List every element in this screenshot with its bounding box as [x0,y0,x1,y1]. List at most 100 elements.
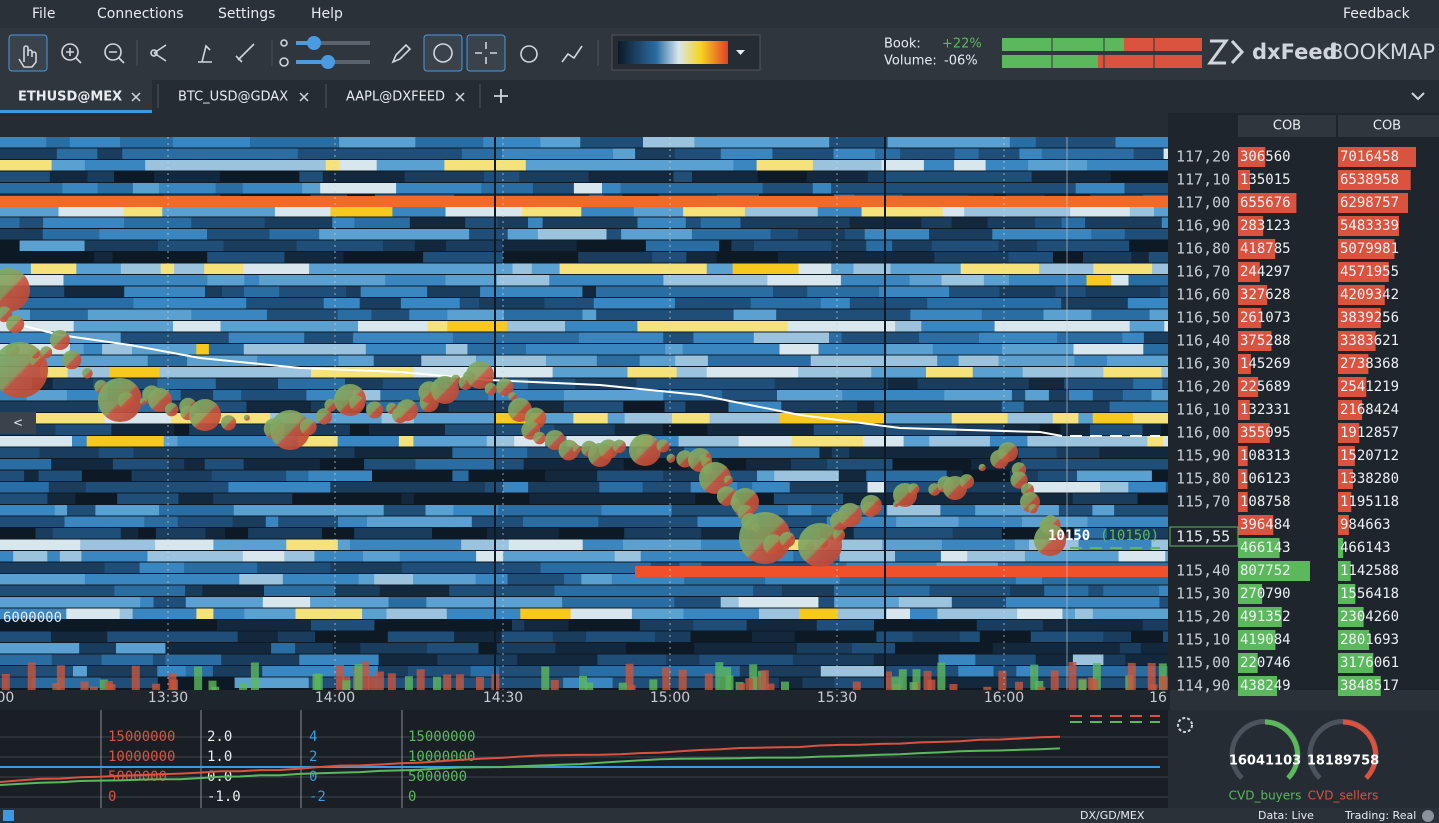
menu-item[interactable]: Help [311,6,343,22]
crosshair-tool[interactable] [466,34,506,72]
chat-tool[interactable] [423,34,463,72]
heat-cell [140,597,154,608]
heat-cell [309,263,379,274]
microscope[interactable] [198,44,212,63]
heat-cell [706,631,753,642]
heat-cell [674,597,722,608]
heat-cell [1022,367,1104,378]
zoom-out[interactable] [104,43,122,61]
heat-cell [798,263,832,274]
cob-bar [1238,331,1272,351]
heat-cell [423,252,504,263]
heat-cell [762,183,814,194]
heat-cell [739,666,822,677]
heat-cell [136,321,174,332]
heat-cell [582,309,597,320]
heat-cell [81,551,148,562]
tab-close[interactable] [131,92,141,102]
heat-cell [758,516,828,527]
tab-close[interactable] [455,92,465,102]
settings-gear[interactable] [1177,717,1193,733]
heat-cell [70,574,86,585]
cob-value: 132331 [1240,402,1291,418]
heat-cell [196,608,214,619]
heat-cell [720,148,773,159]
cob-value: 3848517 [1340,678,1399,694]
heat-cell [308,470,373,481]
heat-cell [817,206,863,217]
heat-cell [1086,275,1112,286]
heat-cell [482,585,555,596]
feedback[interactable]: Feedback [1343,6,1411,22]
tab-label[interactable]: BTC_USD@GDAX [178,90,288,105]
menu-item[interactable]: Settings [218,6,275,22]
heat-cell [623,459,688,470]
heat-cell [1031,505,1060,516]
heat-cell [741,367,799,378]
indicators[interactable] [561,45,583,63]
heat-cell [576,240,647,251]
collapse-button[interactable] [0,412,36,434]
heat-cell [413,436,488,447]
zoom-in[interactable] [61,43,79,61]
heat-cell [486,528,560,539]
price-label: 116,80 [1176,240,1230,258]
heat-cell [421,355,477,366]
indicator-axis-label: 15000000 [408,729,475,745]
heat-cell [502,677,564,688]
heat-cell [596,286,662,297]
heat-cell [87,171,115,182]
volume-bar [704,673,713,690]
price-label: 116,70 [1176,263,1230,281]
menu-item[interactable]: File [32,6,55,22]
heat-cell [73,321,138,332]
heat-cell [452,447,528,458]
heat-cell [16,229,44,240]
heat-cell [193,183,217,194]
heat-cell [109,367,161,378]
heat-cell [700,539,776,550]
tab-close[interactable] [299,92,309,102]
cob-header: COB [1373,119,1401,134]
trade-bubble [117,392,135,410]
heat-cell [307,275,386,286]
heat-cell [0,240,21,251]
add-tab[interactable] [494,89,508,103]
heat-cell [445,275,498,286]
volume-bar [194,666,203,690]
heat-cell [887,505,941,516]
tab-label[interactable]: ETHUSD@MEX [18,90,122,105]
heat-cell [643,137,695,148]
volume-bar [131,665,140,690]
volume-bar [354,664,363,690]
slider-knob[interactable] [321,55,335,69]
info-icon[interactable] [3,810,14,821]
tab-menu[interactable] [1411,92,1425,101]
cob-bar [1238,630,1276,650]
heat-cell [923,160,955,171]
heat-cell [838,608,888,619]
pencil[interactable] [391,43,412,64]
heat-cell [1001,401,1025,412]
cob-bar [1238,216,1264,236]
heat-cell [558,528,625,539]
heat-cell [328,493,402,504]
tab-label[interactable]: AAPL@DXFEED [346,90,445,105]
heat-cell [213,608,245,619]
heat-cell [617,206,635,217]
cob-value: 1338280 [1340,471,1399,487]
link[interactable] [235,43,255,63]
heat-cell [831,183,911,194]
heat-cell [1103,631,1132,642]
cob-value: 106123 [1240,471,1291,487]
heat-cell [742,171,759,182]
menu-item[interactable]: Connections [97,6,184,22]
heat-cell [51,654,102,665]
timer[interactable] [520,45,538,63]
slider-knob[interactable] [307,36,321,50]
heat-cell [1159,597,1169,608]
heat-cell [205,286,223,297]
volume-bar [1092,663,1101,690]
volume-bar [1147,663,1156,690]
brightness-slider[interactable] [296,41,370,45]
